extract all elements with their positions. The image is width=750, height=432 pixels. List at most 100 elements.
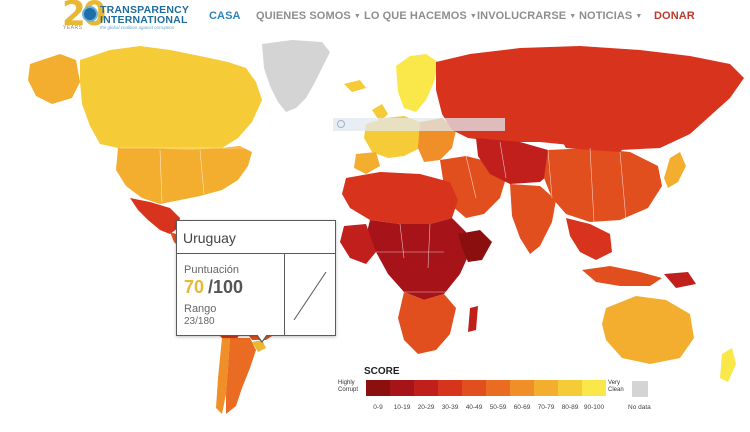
logo-years-label: YEARS: [63, 25, 83, 31]
tooltip-divider: [177, 253, 335, 254]
north-africa-region[interactable]: [342, 172, 458, 224]
trend-line-icon: [293, 271, 327, 321]
legend-title: SCORE: [364, 366, 400, 377]
corruption-perceptions-map[interactable]: [0, 38, 750, 432]
legend-swatch: [558, 380, 582, 396]
nav-label: INVOLUCRARSE: [477, 10, 567, 22]
caret-down-icon: ▼: [569, 13, 577, 20]
nav-item-involucrarse[interactable]: INVOLUCRARSE ▼: [477, 10, 576, 22]
legend-swatch: [366, 380, 390, 396]
legend-range-label: 80-89: [561, 404, 579, 411]
logo-name-line1: TRANSPARENCY: [100, 4, 190, 16]
india-region[interactable]: [510, 184, 556, 254]
japan-region[interactable]: [664, 152, 686, 188]
tooltip-score-value: 70: [184, 277, 205, 297]
search-icon: [337, 120, 345, 128]
country-tooltip: Uruguay Puntuación 70/100 Rango 23/180: [176, 220, 336, 336]
tooltip-rank-label: Rango: [184, 303, 217, 315]
legend-range-label: 30-39: [441, 404, 459, 411]
australia-region[interactable]: [602, 296, 694, 364]
canada-region[interactable]: [80, 46, 262, 150]
mongolia-region[interactable]: [560, 136, 630, 152]
legend-swatch: [510, 380, 534, 396]
tooltip-rank-value: 23/180: [184, 316, 215, 327]
southern-africa-region[interactable]: [398, 292, 456, 354]
legend-range-label: 20-29: [417, 404, 435, 411]
nav-label: NOTICIAS: [579, 10, 633, 22]
legend-highly-corrupt: Highly Corrupt: [338, 380, 364, 394]
greenland-region[interactable]: [262, 40, 330, 112]
map-search-strip[interactable]: [333, 118, 505, 131]
legend-right-line2: Clean: [608, 387, 624, 393]
caret-down-icon: ▼: [353, 13, 361, 20]
china-region[interactable]: [544, 148, 662, 222]
horn-of-africa-region[interactable]: [458, 230, 492, 262]
uk-region[interactable]: [372, 104, 388, 122]
legend-range-label: 50-59: [489, 404, 507, 411]
iceland-region[interactable]: [344, 80, 366, 92]
tooltip-score-max: /100: [208, 277, 244, 297]
legend-swatch: [582, 380, 606, 396]
site-header: 20 YEARS TRANSPARENCY INTERNATIONAL the …: [0, 0, 750, 38]
legend-range-label: 40-49: [465, 404, 483, 411]
nav-label: QUIENES SOMOS: [256, 10, 351, 22]
nav-item-noticias[interactable]: NOTICIAS ▼: [579, 10, 642, 22]
uruguay-region[interactable]: [252, 340, 266, 352]
legend-swatch: [438, 380, 462, 396]
nav-label: CASA: [209, 10, 241, 22]
central-africa-region[interactable]: [366, 218, 470, 300]
globe-icon: [82, 6, 98, 22]
usa-region[interactable]: [116, 146, 252, 204]
tooltip-score: 70/100: [184, 277, 243, 298]
legend-nodata-swatch: [632, 381, 648, 397]
madagascar-region[interactable]: [468, 306, 478, 332]
legend-range-label: 70-79: [537, 404, 555, 411]
legend-right-line1: Very: [608, 380, 621, 386]
legend-left-line1: Highly: [338, 380, 355, 386]
legend-swatch: [414, 380, 438, 396]
transparency-international-logo[interactable]: 20 YEARS TRANSPARENCY INTERNATIONAL the …: [62, 0, 190, 34]
legend-range-label: 90-100: [583, 404, 605, 411]
nav-item-casa[interactable]: CASA: [209, 10, 241, 22]
indonesia-region[interactable]: [582, 266, 662, 286]
west-africa-region[interactable]: [340, 224, 376, 264]
legend-swatch: [486, 380, 510, 396]
scandinavia-region[interactable]: [396, 54, 438, 112]
tooltip-country-name: Uruguay: [183, 230, 236, 246]
nav-label: DONAR: [654, 10, 695, 22]
iberia-region[interactable]: [354, 152, 380, 174]
legend-range-label: 0-9: [373, 404, 383, 411]
alaska-region[interactable]: [28, 54, 80, 104]
new-zealand-region[interactable]: [720, 348, 736, 382]
mexico-region[interactable]: [130, 198, 180, 234]
nav-item-quienes-somos[interactable]: QUIENES SOMOS ▼: [256, 10, 361, 22]
tooltip-score-label: Puntuación: [184, 264, 240, 276]
legend-range-labels: 0-9 10-19 20-29 30-39 40-49 50-59 60-69 70-79 80…: [366, 404, 606, 414]
papua-region[interactable]: [664, 272, 696, 288]
legend-range-label: 10-19: [393, 404, 411, 411]
southeast-asia-region[interactable]: [566, 218, 612, 260]
legend-swatch: [462, 380, 486, 396]
logo-tagline: the global coalition against corruption: [100, 25, 175, 30]
nav-label: LO QUE HACEMOS: [364, 10, 467, 22]
chile-region[interactable]: [216, 338, 230, 414]
russia-region[interactable]: [436, 46, 744, 150]
argentina-region[interactable]: [226, 338, 256, 414]
legend-swatch: [390, 380, 414, 396]
central-asia-region[interactable]: [476, 138, 556, 184]
nav-item-donar[interactable]: DONAR: [654, 10, 695, 22]
legend-left-line2: Corrupt: [338, 387, 359, 393]
logo-name-line2: INTERNATIONAL: [100, 14, 188, 26]
world-map-svg[interactable]: [0, 38, 750, 432]
legend-very-clean: Very Clean: [608, 380, 624, 394]
legend-nodata-label: No data: [628, 404, 651, 411]
legend-color-scale: [366, 380, 606, 396]
nav-item-lo-que-hacemos[interactable]: LO QUE HACEMOS ▼: [364, 10, 477, 22]
legend-swatch: [534, 380, 558, 396]
caret-down-icon: ▼: [469, 13, 477, 20]
score-legend: SCORE Highly Corrupt Very Clean 0-9 10-19…: [338, 366, 668, 414]
tooltip-vertical-divider: [284, 254, 285, 336]
caret-down-icon: ▼: [635, 13, 643, 20]
legend-range-label: 60-69: [513, 404, 531, 411]
tooltip-pointer-inner: [257, 334, 267, 341]
